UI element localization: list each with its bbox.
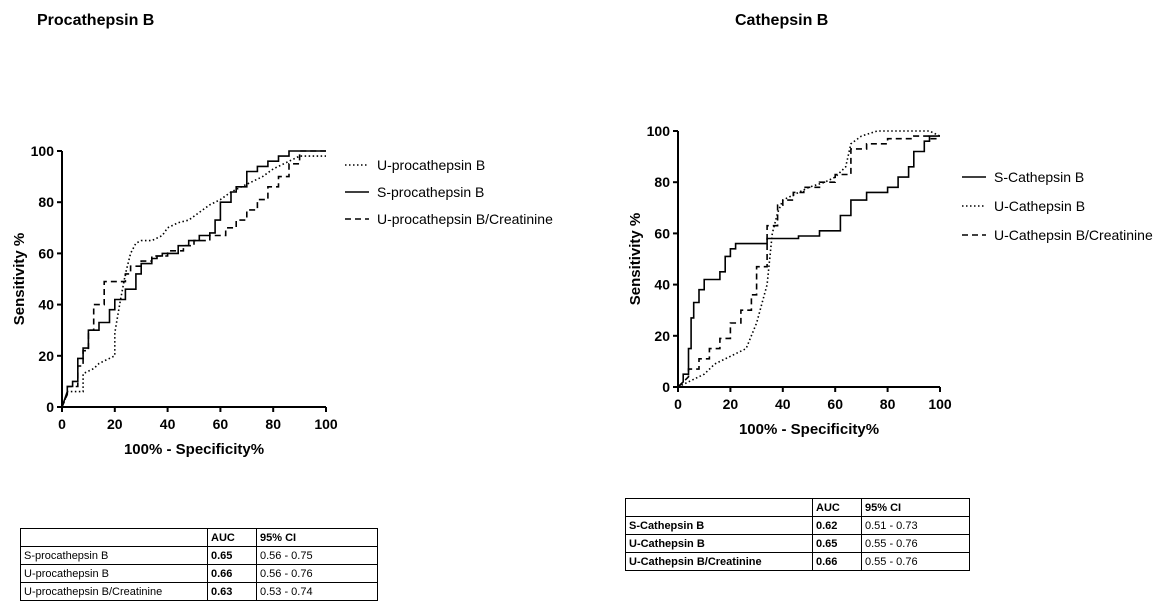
x-tick-label: 100 bbox=[314, 416, 338, 432]
table-header-row: AUC 95% CI bbox=[20, 528, 378, 547]
series-line-2 bbox=[61, 150, 326, 408]
legend-label-3: U-procathepsin B/Creatinine bbox=[377, 211, 553, 227]
auc-table-cathepsin: AUC 95% CI S-Cathepsin B 0.62 0.51 - 0.7… bbox=[625, 498, 970, 571]
x-tick-label: 60 bbox=[827, 396, 843, 412]
series-line-3 bbox=[677, 135, 940, 388]
y-tick-label: 60 bbox=[38, 245, 54, 261]
row-ci: 0.56 - 0.76 bbox=[256, 564, 378, 583]
x-axis-title: 100% - Specificity% bbox=[739, 421, 879, 438]
series-line-1 bbox=[677, 135, 940, 388]
table-row: S-Cathepsin B 0.62 0.51 - 0.73 bbox=[625, 516, 970, 535]
y-tick-label: 0 bbox=[46, 399, 54, 415]
row-auc: 0.63 bbox=[207, 582, 257, 601]
table-header-ci: 95% CI bbox=[256, 528, 378, 547]
roc-chart-cathepsin: 0 20 40 60 80 100 0 20 40 60 80 100 100% - Specifici… bbox=[627, 123, 1153, 438]
row-label: S-Cathepsin B bbox=[625, 516, 813, 535]
x-tick-label: 100 bbox=[928, 396, 952, 412]
x-axis-title: 100% - Specificity% bbox=[124, 441, 264, 458]
x-tick-label: 40 bbox=[160, 416, 176, 432]
x-tick-label: 20 bbox=[107, 416, 123, 432]
x-tick-label: 60 bbox=[213, 416, 229, 432]
x-tick-label: 20 bbox=[723, 396, 739, 412]
y-tick-label: 20 bbox=[38, 348, 54, 364]
x-tick-label: 80 bbox=[265, 416, 281, 432]
table-header-empty bbox=[625, 498, 813, 517]
legend-label-1: S-Cathepsin B bbox=[994, 169, 1084, 185]
x-tick-label: 40 bbox=[775, 396, 791, 412]
y-tick-label: 80 bbox=[654, 174, 670, 190]
y-tick-label: 40 bbox=[38, 297, 54, 313]
y-tick-label: 60 bbox=[654, 225, 670, 241]
table-row: U-Cathepsin B/Creatinine 0.66 0.55 - 0.7… bbox=[625, 552, 970, 571]
row-ci: 0.53 - 0.74 bbox=[256, 582, 378, 601]
legend-label-2: S-procathepsin B bbox=[377, 184, 484, 200]
table-row: S-procathepsin B 0.65 0.56 - 0.75 bbox=[20, 546, 378, 565]
table-row: U-procathepsin B/Creatinine 0.63 0.53 - … bbox=[20, 582, 378, 601]
y-tick-label: 20 bbox=[654, 328, 670, 344]
row-auc: 0.65 bbox=[207, 546, 257, 565]
row-ci: 0.56 - 0.75 bbox=[256, 546, 378, 565]
y-tick-label: 100 bbox=[31, 143, 55, 159]
legend-label-2: U-Cathepsin B bbox=[994, 198, 1085, 214]
row-auc: 0.65 bbox=[812, 534, 862, 553]
series-line-3 bbox=[61, 150, 326, 408]
y-tick-label: 80 bbox=[38, 194, 54, 210]
row-label: U-procathepsin B/Creatinine bbox=[20, 582, 208, 601]
row-label: S-procathepsin B bbox=[20, 546, 208, 565]
x-tick-label: 0 bbox=[58, 416, 66, 432]
table-header-auc: AUC bbox=[207, 528, 257, 547]
table-row: U-procathepsin B 0.66 0.56 - 0.76 bbox=[20, 564, 378, 583]
legend-label-1: U-procathepsin B bbox=[377, 157, 485, 173]
roc-chart-procathepsin: 0 20 40 60 80 100 0 20 40 60 80 100 100% - Specifici… bbox=[11, 143, 553, 458]
right-panel-title: Cathepsin B bbox=[735, 12, 829, 29]
row-auc: 0.66 bbox=[812, 552, 862, 571]
legend-label-3: U-Cathepsin B/Creatinine bbox=[994, 227, 1153, 243]
x-tick-label: 80 bbox=[880, 396, 896, 412]
row-ci: 0.55 - 0.76 bbox=[861, 552, 970, 571]
y-axis-title: Sensitivity % bbox=[627, 213, 644, 306]
row-label: U-Cathepsin B/Creatinine bbox=[625, 552, 813, 571]
y-tick-label: 100 bbox=[647, 123, 671, 139]
row-ci: 0.51 - 0.73 bbox=[861, 516, 970, 535]
table-header-ci: 95% CI bbox=[861, 498, 970, 517]
row-auc: 0.62 bbox=[812, 516, 862, 535]
row-label: U-procathepsin B bbox=[20, 564, 208, 583]
table-row: U-Cathepsin B 0.65 0.55 - 0.76 bbox=[625, 534, 970, 553]
series-line-1 bbox=[61, 155, 326, 408]
row-ci: 0.55 - 0.76 bbox=[861, 534, 970, 553]
table-header-row: AUC 95% CI bbox=[625, 498, 970, 517]
row-label: U-Cathepsin B bbox=[625, 534, 813, 553]
y-tick-label: 40 bbox=[654, 277, 670, 293]
row-auc: 0.66 bbox=[207, 564, 257, 583]
x-tick-label: 0 bbox=[674, 396, 682, 412]
left-panel-title: Procathepsin B bbox=[37, 12, 155, 29]
y-axis-title: Sensitivity % bbox=[11, 233, 28, 326]
y-tick-label: 0 bbox=[662, 379, 670, 395]
auc-table-procathepsin: AUC 95% CI S-procathepsin B 0.65 0.56 - … bbox=[20, 528, 378, 601]
table-header-auc: AUC bbox=[812, 498, 862, 517]
table-header-empty bbox=[20, 528, 208, 547]
